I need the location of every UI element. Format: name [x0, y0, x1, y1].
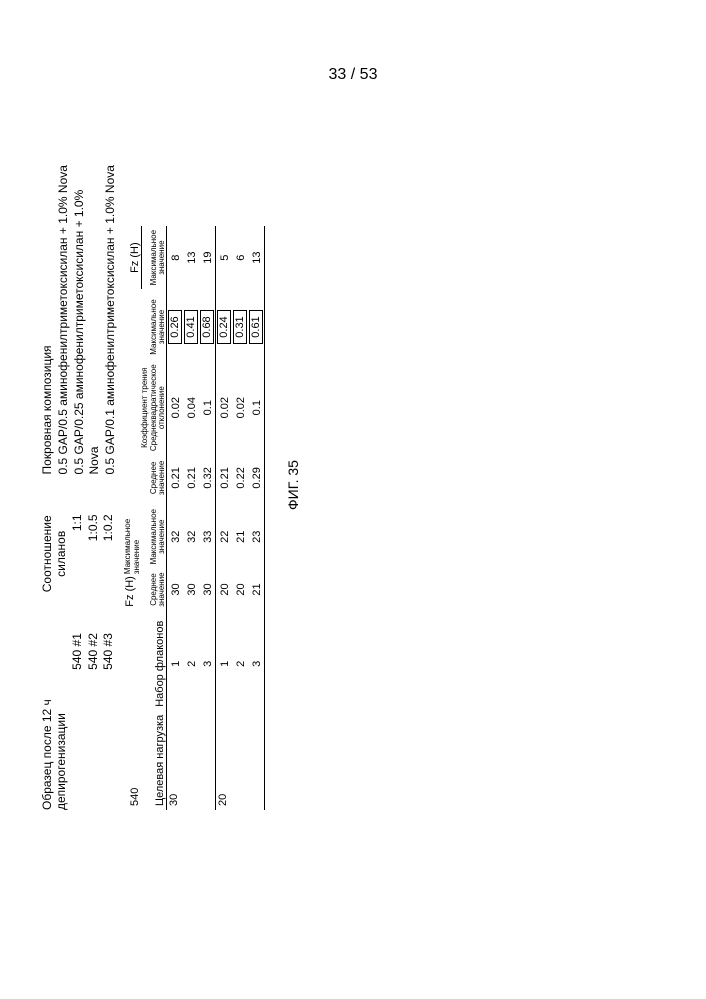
cell-fz2max: 8 [167, 226, 184, 289]
figure-inner: Образец после 12 ч депирогенизации 540 #… [40, 160, 301, 810]
cell-fzmean: 20 [232, 568, 248, 610]
cell-fzmax: 21 [232, 505, 248, 568]
cell-fzmean: 30 [167, 568, 184, 610]
sample-label: Образец после 12 ч депирогенизации [40, 633, 68, 810]
cell-cofmax-box: 0.24 [217, 310, 231, 344]
cell-cofmean: 0.32 [199, 457, 216, 499]
cell-fzmax: 32 [183, 505, 199, 568]
cell-fzmean: 21 [248, 568, 265, 610]
col-target-load: Целевая нагрузка [141, 711, 167, 810]
col-cof-sd: Среднеквадратическое отклонение [150, 363, 167, 453]
header-sample-col: Образец после 12 ч депирогенизации 540 #… [40, 633, 118, 810]
cell-cofmax: 0.26 [167, 295, 184, 358]
cell-fz2max: 19 [199, 226, 216, 289]
cell-cofmax-box: 0.68 [200, 310, 214, 344]
col-fz-max-sub: Максимальное значение [124, 519, 141, 574]
cell-set: 1 [216, 617, 233, 711]
page-number: 33 / 53 [0, 66, 706, 84]
cell-fzmean: 30 [199, 568, 216, 610]
cell-set: 1 [167, 617, 184, 711]
cell-cofsd: 0.02 [216, 359, 233, 457]
cell-fzmean: 30 [183, 568, 199, 610]
col-cof-mean: Среднее значение [141, 457, 167, 499]
col-fz-mean: Среднее значение [141, 568, 167, 610]
col-fz-group-text: Fz (H) [124, 576, 136, 607]
ratio-2: 1:0.5 [86, 514, 102, 593]
cell-cofsd: 0.1 [248, 359, 265, 457]
cell-fzmax: 33 [199, 505, 216, 568]
col-cof-group [124, 295, 141, 499]
coating-2: 0.5 GAP/0.25 аминофенилтриметоксисилан +… [72, 160, 103, 474]
coating-1: 0.5 GAP/0.5 аминофенилтриметоксисилан + … [56, 160, 72, 474]
cell-cofmean: 0.21 [167, 457, 184, 499]
col-fz-max2: Максимальное значение [141, 505, 167, 568]
cell-set: 2 [232, 617, 248, 711]
sample-name-1: 540 #1 [70, 633, 86, 810]
col-fz2-max: Максимальное значение [141, 226, 167, 289]
cell-target: 30 [167, 711, 216, 810]
cell-cofmax-box: 0.26 [168, 310, 182, 344]
col-fz-group: Fz (H) Максимальное значение [124, 505, 141, 611]
cell-fz2max: 6 [232, 226, 248, 289]
coating-3: 0.5 GAP/0.1 аминофенилтриметоксисилан + … [103, 160, 119, 474]
cell-target: 20 [216, 711, 265, 810]
cell-cofmax: 0.24 [216, 295, 233, 358]
cell-cofmax-box: 0.61 [249, 310, 263, 344]
figure-container: Образец после 12 ч депирогенизации 540 #… [40, 160, 660, 810]
header-coating-col: Покровная композиция 0.5 GAP/0.5 аминофе… [40, 160, 118, 474]
cell-set: 3 [248, 617, 265, 711]
cell-cofsd: 0.02 [167, 359, 184, 457]
cell-cofmax-box: 0.41 [184, 310, 198, 344]
cell-fz2max: 5 [216, 226, 233, 289]
cell-cofmax: 0.41 [183, 295, 199, 358]
cell-set: 3 [199, 617, 216, 711]
header-ratio-col: Соотношение силанов 1:1 1:0.5 1:0.2 [40, 514, 118, 593]
cell-fzmax: 32 [167, 505, 184, 568]
cell-cofmax: 0.31 [232, 295, 248, 358]
series-label: 540 [124, 711, 141, 810]
coating-label: Покровная композиция [40, 160, 54, 474]
col-vial-set: Набор флаконов [141, 617, 167, 711]
data-table: 540 Fz (H)Максимальное значение Fz (H) Ц… [124, 226, 265, 810]
cell-cofmax: 0.68 [199, 295, 216, 358]
cell-cofsd: 0.04 [183, 359, 199, 457]
cell-cofmean: 0.21 [216, 457, 233, 499]
cell-cofmean: 0.22 [232, 457, 248, 499]
ratio-3: 1:0.2 [101, 514, 117, 593]
sample-name-2: 540 #2 [86, 633, 102, 810]
ratio-label: Соотношение силанов [40, 514, 68, 593]
cell-fz2max: 13 [183, 226, 199, 289]
col-cof-max: Максимальное значение [141, 295, 167, 358]
cell-fz2max: 13 [248, 226, 265, 289]
sample-name-3: 540 #3 [101, 633, 117, 810]
cell-fzmean: 20 [216, 568, 233, 610]
cell-set: 2 [183, 617, 199, 711]
header-block: Образец после 12 ч депирогенизации 540 #… [40, 160, 118, 810]
cell-cofmax: 0.61 [248, 295, 265, 358]
cell-fzmax: 23 [248, 505, 265, 568]
ratio-1: 1:1 [70, 514, 86, 593]
cell-cofmean: 0.21 [183, 457, 199, 499]
cell-cofmean: 0.29 [248, 457, 265, 499]
cell-cofsd: 0.1 [199, 359, 216, 457]
cell-cofmax-box: 0.31 [233, 310, 247, 344]
cell-fzmax: 22 [216, 505, 233, 568]
page: 33 / 53 Образец после 12 ч депирогенизац… [0, 0, 706, 999]
figure-caption: ФИГ. 35 [285, 160, 301, 810]
cell-cofsd: 0.02 [232, 359, 248, 457]
col-fz2-group: Fz (H) [124, 226, 141, 289]
